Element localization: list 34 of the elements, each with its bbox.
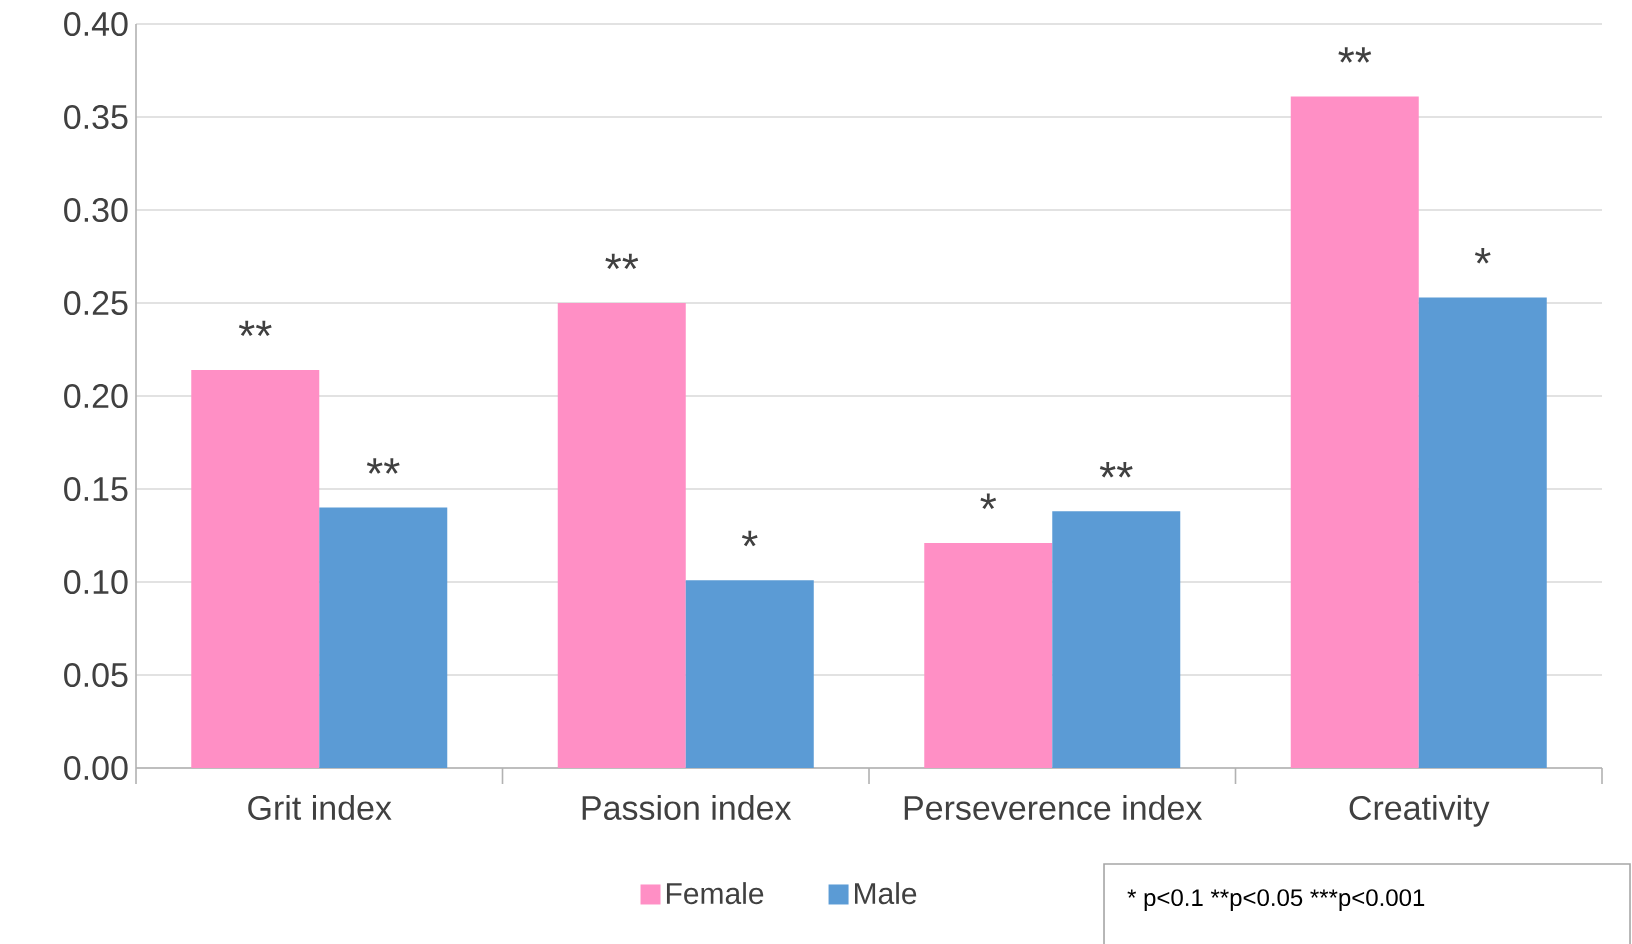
legend-label: Male <box>855 882 917 905</box>
bar <box>319 507 448 768</box>
data-label: * <box>980 493 997 510</box>
y-tick-label: 0.20 <box>64 383 128 409</box>
x-tick-label: Perseverence index <box>904 795 1203 821</box>
data-label: ** <box>1338 47 1372 63</box>
bar <box>1418 297 1547 768</box>
bar <box>924 542 1053 768</box>
y-tick-label: 0.15 <box>64 476 128 502</box>
data-label: ** <box>366 458 400 474</box>
bar <box>1290 96 1419 768</box>
y-tick-label: 0.05 <box>64 662 128 688</box>
x-tick-label: Creativity <box>1349 795 1490 827</box>
y-tick-label: 0.40 <box>64 11 128 37</box>
data-label: ** <box>605 253 639 270</box>
y-tick-label: 0.00 <box>64 755 128 781</box>
bar <box>557 303 686 768</box>
text: * p<0.1 <box>1127 889 1203 911</box>
data-label: * <box>741 530 758 547</box>
bar <box>191 369 320 768</box>
x-tick-label: Grit index <box>248 795 392 821</box>
y-tick-label: 0.30 <box>64 197 128 223</box>
bar <box>685 580 814 768</box>
data-label: ** <box>1099 461 1133 478</box>
data-label: ** <box>238 320 272 337</box>
text: **p<0.05 <box>1210 889 1303 911</box>
legend-label: Female <box>666 882 764 905</box>
text: ***p<0.001 <box>1310 889 1425 911</box>
y-tick-label: 0.10 <box>64 569 128 595</box>
data-label: * <box>1474 248 1491 264</box>
y-tick-label: 0.25 <box>64 290 128 316</box>
x-tick-label: Passion index <box>582 795 792 821</box>
bar <box>1052 511 1181 768</box>
y-tick-label: 0.35 <box>64 104 128 130</box>
